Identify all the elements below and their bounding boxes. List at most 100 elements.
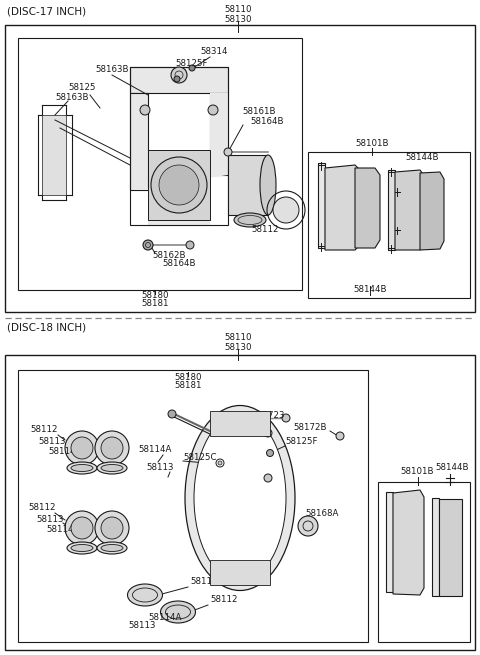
Polygon shape	[432, 498, 439, 596]
Text: 58110: 58110	[224, 333, 252, 343]
Text: 58163B: 58163B	[95, 66, 129, 75]
Bar	[5, 355, 475, 650]
Polygon shape	[420, 172, 444, 250]
Text: 58114A: 58114A	[138, 445, 171, 455]
Text: 58125C: 58125C	[183, 453, 216, 462]
Circle shape	[65, 511, 99, 545]
Circle shape	[65, 431, 99, 465]
Text: 58180: 58180	[141, 291, 169, 299]
Text: 58162B: 58162B	[152, 250, 185, 259]
Circle shape	[264, 429, 272, 437]
Circle shape	[186, 241, 194, 249]
Bar	[18, 38, 302, 290]
Circle shape	[208, 105, 218, 115]
Ellipse shape	[67, 462, 97, 474]
Ellipse shape	[260, 155, 276, 215]
Ellipse shape	[234, 213, 266, 227]
Text: 58110: 58110	[224, 5, 252, 14]
Bar	[210, 93, 228, 175]
Text: 58164B: 58164B	[250, 117, 284, 126]
Circle shape	[171, 67, 187, 83]
Text: (DISC-17 INCH): (DISC-17 INCH)	[7, 7, 86, 17]
Circle shape	[264, 474, 272, 482]
Polygon shape	[439, 499, 462, 596]
Ellipse shape	[67, 542, 97, 554]
Circle shape	[189, 65, 195, 71]
Polygon shape	[130, 93, 228, 225]
Text: 58113: 58113	[128, 622, 156, 631]
Bar	[5, 25, 475, 312]
Text: 43723: 43723	[258, 411, 286, 419]
Text: 58144B: 58144B	[405, 153, 439, 162]
Bar	[308, 152, 470, 298]
Text: 58112: 58112	[210, 595, 238, 605]
Ellipse shape	[160, 601, 195, 623]
Circle shape	[256, 569, 264, 577]
Circle shape	[216, 569, 224, 577]
Circle shape	[95, 511, 129, 545]
Circle shape	[95, 431, 129, 465]
Ellipse shape	[273, 197, 299, 223]
Text: 58113: 58113	[36, 514, 63, 523]
Circle shape	[282, 414, 290, 422]
Polygon shape	[325, 165, 360, 250]
Ellipse shape	[185, 405, 295, 591]
Circle shape	[101, 517, 123, 539]
Ellipse shape	[71, 544, 93, 552]
Circle shape	[168, 410, 176, 418]
Circle shape	[174, 76, 180, 82]
Text: 58144B: 58144B	[353, 286, 387, 295]
Text: 58113: 58113	[38, 436, 65, 445]
Polygon shape	[228, 155, 268, 215]
Text: 58125: 58125	[68, 83, 96, 92]
Bar	[210, 411, 270, 436]
Bar	[42, 115, 66, 195]
Circle shape	[266, 449, 274, 457]
Text: 58181: 58181	[141, 299, 169, 307]
Bar	[148, 150, 210, 220]
Ellipse shape	[97, 462, 127, 474]
Text: 58161B: 58161B	[242, 107, 276, 117]
Text: 58112: 58112	[28, 504, 56, 512]
Text: 58112: 58112	[190, 578, 217, 586]
Circle shape	[224, 148, 232, 156]
Ellipse shape	[128, 584, 163, 606]
Circle shape	[336, 432, 344, 440]
Circle shape	[151, 157, 207, 213]
Polygon shape	[395, 170, 425, 250]
Text: 58114A: 58114A	[46, 525, 79, 534]
Text: 58101B: 58101B	[400, 468, 433, 476]
Polygon shape	[318, 163, 325, 248]
Text: 58130: 58130	[224, 343, 252, 352]
Text: 58172B: 58172B	[293, 422, 326, 432]
Polygon shape	[388, 170, 395, 250]
Text: 58314: 58314	[200, 48, 228, 56]
Circle shape	[71, 517, 93, 539]
Text: 58163B: 58163B	[55, 92, 88, 102]
Bar	[18, 370, 368, 642]
Polygon shape	[355, 168, 380, 248]
Circle shape	[101, 437, 123, 459]
Circle shape	[71, 437, 93, 459]
Text: 58114A: 58114A	[48, 447, 82, 457]
Text: 58180: 58180	[174, 373, 202, 381]
Circle shape	[140, 105, 150, 115]
Text: 58113: 58113	[146, 464, 173, 472]
Circle shape	[218, 461, 222, 465]
Text: 58112: 58112	[30, 426, 58, 434]
Ellipse shape	[71, 464, 93, 472]
Text: 58168A: 58168A	[305, 508, 338, 517]
Ellipse shape	[101, 544, 123, 552]
Text: (DISC-18 INCH): (DISC-18 INCH)	[7, 323, 86, 333]
Circle shape	[143, 240, 153, 250]
Bar	[130, 67, 228, 225]
Circle shape	[159, 165, 199, 205]
Bar	[210, 560, 270, 585]
Text: 58112: 58112	[251, 225, 279, 234]
Polygon shape	[386, 492, 393, 592]
Circle shape	[298, 516, 318, 536]
Text: 58130: 58130	[224, 14, 252, 24]
Text: 58125F: 58125F	[176, 60, 208, 69]
Circle shape	[216, 419, 224, 427]
Ellipse shape	[97, 542, 127, 554]
